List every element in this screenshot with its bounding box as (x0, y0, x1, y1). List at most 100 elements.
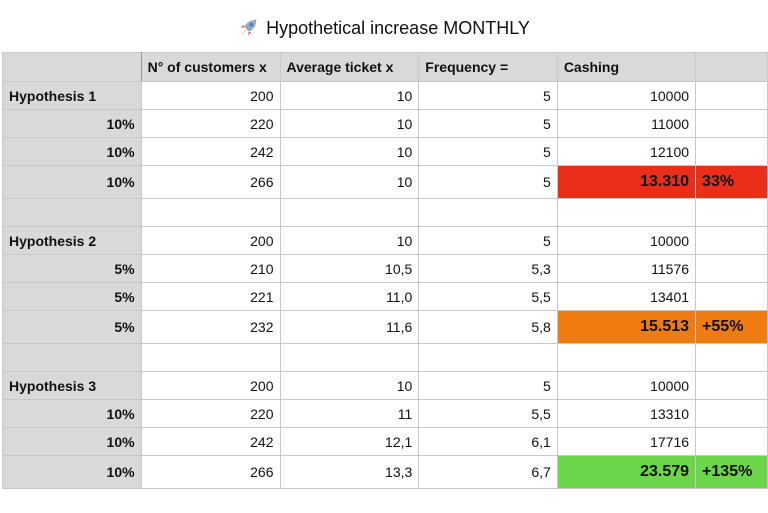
cell-cashing[interactable]: 17716 (556, 427, 697, 456)
table-row: Hypothesis 3 200 10 5 10000 (2, 371, 768, 400)
row-label[interactable]: Hypothesis 3 (2, 371, 142, 400)
row-label[interactable]: 5% (2, 254, 142, 283)
header-cell-ticket[interactable]: Average ticket x (279, 52, 420, 82)
header-cell[interactable] (2, 52, 142, 82)
row-label[interactable]: 10% (2, 165, 142, 199)
cell-extra[interactable] (695, 371, 768, 400)
cell-customers[interactable]: 200 (140, 226, 281, 255)
cell-extra[interactable] (695, 427, 768, 456)
cell-customers[interactable]: 200 (140, 371, 281, 400)
cell-ticket[interactable]: 10,5 (279, 254, 420, 283)
row-label[interactable]: 10% (2, 455, 142, 489)
empty-cell[interactable] (418, 343, 558, 372)
header-cell-customers[interactable]: N° of customers x (140, 52, 281, 82)
row-label[interactable] (2, 343, 142, 372)
cell-cashing-total[interactable]: 15.513 (556, 310, 697, 344)
cell-customers[interactable]: 220 (140, 109, 281, 138)
row-label[interactable]: Hypothesis 1 (2, 81, 142, 110)
row-label[interactable]: 5% (2, 282, 142, 311)
cell-cashing[interactable]: 10000 (556, 81, 697, 110)
table-row: 5% 221 11,0 5,5 13401 (2, 282, 768, 311)
cell-customers[interactable]: 232 (140, 310, 281, 344)
cell-ticket[interactable]: 13,3 (279, 455, 420, 489)
cell-cashing[interactable]: 10000 (556, 226, 697, 255)
cell-frequency[interactable]: 5,8 (418, 310, 558, 344)
cell-extra[interactable] (695, 81, 768, 110)
table-row (2, 198, 768, 227)
cell-frequency[interactable]: 5 (418, 109, 558, 138)
table-row: 10% 266 13,3 6,7 23.579 +135% (2, 455, 768, 489)
cell-increase-percent[interactable]: 33% (695, 165, 768, 199)
empty-cell[interactable] (279, 198, 420, 227)
empty-cell[interactable] (279, 343, 420, 372)
cell-cashing[interactable]: 13310 (556, 399, 697, 428)
cell-cashing[interactable]: 10000 (556, 371, 697, 400)
cell-extra[interactable] (695, 282, 768, 311)
cell-ticket[interactable]: 10 (279, 165, 420, 199)
empty-cell[interactable] (140, 343, 281, 372)
row-label[interactable]: 5% (2, 310, 142, 344)
cell-ticket[interactable]: 11 (279, 399, 420, 428)
empty-cell[interactable] (556, 343, 697, 372)
row-label[interactable]: 10% (2, 109, 142, 138)
cell-increase-percent[interactable]: +135% (695, 455, 768, 489)
cell-frequency[interactable]: 5 (418, 81, 558, 110)
cell-customers[interactable]: 242 (140, 137, 281, 166)
header-cell-cashing[interactable]: Cashing (556, 52, 697, 82)
table-row: 10% 242 12,1 6,1 17716 (2, 427, 768, 456)
cell-customers[interactable]: 266 (140, 165, 281, 199)
row-label[interactable]: 10% (2, 137, 142, 166)
cell-ticket[interactable]: 10 (279, 81, 420, 110)
empty-cell[interactable] (418, 198, 558, 227)
cell-customers[interactable]: 242 (140, 427, 281, 456)
cell-frequency[interactable]: 6,7 (418, 455, 558, 489)
cell-cashing-total[interactable]: 23.579 (556, 455, 697, 489)
cell-ticket[interactable]: 10 (279, 371, 420, 400)
empty-cell[interactable] (695, 343, 768, 372)
cell-ticket[interactable]: 10 (279, 226, 420, 255)
cell-ticket[interactable]: 10 (279, 137, 420, 166)
cell-customers[interactable]: 266 (140, 455, 281, 489)
cell-increase-percent[interactable]: +55% (695, 310, 768, 344)
cell-frequency[interactable]: 6,1 (418, 427, 558, 456)
cell-extra[interactable] (695, 109, 768, 138)
cell-ticket[interactable]: 12,1 (279, 427, 420, 456)
cell-cashing[interactable]: 11576 (556, 254, 697, 283)
sheet-title: Hypothetical increase MONTHLY (0, 14, 768, 42)
cell-customers[interactable]: 221 (140, 282, 281, 311)
empty-cell[interactable] (140, 198, 281, 227)
table-row: Hypothesis 2 200 10 5 10000 (2, 226, 768, 255)
row-label[interactable]: 10% (2, 399, 142, 428)
cell-frequency[interactable]: 5 (418, 226, 558, 255)
table-row (2, 343, 768, 372)
cell-frequency[interactable]: 5,3 (418, 254, 558, 283)
cell-frequency[interactable]: 5 (418, 165, 558, 199)
header-cell-frequency[interactable]: Frequency = (418, 52, 558, 82)
cell-cashing[interactable]: 12100 (556, 137, 697, 166)
row-label[interactable]: 10% (2, 427, 142, 456)
cell-cashing[interactable]: 13401 (556, 282, 697, 311)
title-text: Hypothetical increase MONTHLY (266, 18, 530, 38)
row-label[interactable]: Hypothesis 2 (2, 226, 142, 255)
cell-customers[interactable]: 210 (140, 254, 281, 283)
cell-customers[interactable]: 200 (140, 81, 281, 110)
cell-cashing-total[interactable]: 13.310 (556, 165, 697, 199)
header-cell[interactable] (695, 52, 768, 82)
cell-frequency[interactable]: 5 (418, 137, 558, 166)
cell-frequency[interactable]: 5,5 (418, 399, 558, 428)
empty-cell[interactable] (695, 198, 768, 227)
cell-extra[interactable] (695, 399, 768, 428)
cell-extra[interactable] (695, 226, 768, 255)
cell-frequency[interactable]: 5,5 (418, 282, 558, 311)
row-label[interactable] (2, 198, 142, 227)
cell-ticket[interactable]: 10 (279, 109, 420, 138)
cell-ticket[interactable]: 11,6 (279, 310, 420, 344)
cell-customers[interactable]: 220 (140, 399, 281, 428)
table-row: 10% 242 10 5 12100 (2, 137, 768, 166)
cell-frequency[interactable]: 5 (418, 371, 558, 400)
empty-cell[interactable] (556, 198, 697, 227)
cell-ticket[interactable]: 11,0 (279, 282, 420, 311)
cell-cashing[interactable]: 11000 (556, 109, 697, 138)
cell-extra[interactable] (695, 254, 768, 283)
cell-extra[interactable] (695, 137, 768, 166)
